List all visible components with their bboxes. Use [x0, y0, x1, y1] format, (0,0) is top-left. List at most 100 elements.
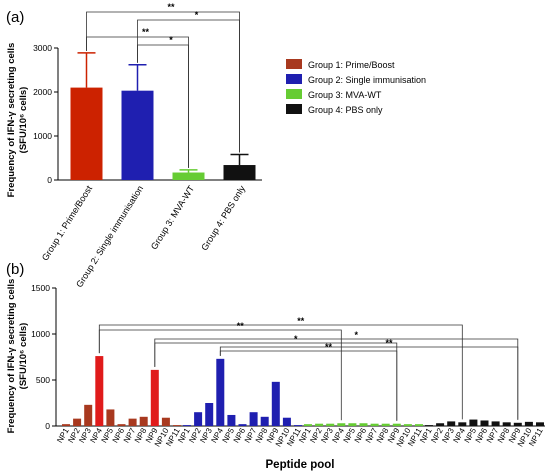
panel-a-legend-swatch [286, 104, 302, 114]
panel-b-bar [370, 423, 379, 426]
panel-b-significance-label: ** [386, 338, 394, 348]
panel-b-bar [381, 423, 390, 426]
panel-b-label: (b) [6, 261, 24, 278]
panel-a-ylabel-line2: (SFU/10⁶ cells) [18, 87, 29, 154]
panel-b-bar [458, 422, 467, 426]
panel-b-significance-label: ** [237, 321, 245, 331]
panel-a-significance-bracket [137, 44, 189, 168]
panel-b-bar [337, 423, 346, 426]
panel-a-category-label: Group 4: PBS only [199, 183, 247, 252]
panel-b-ytick-label: 1000 [31, 329, 50, 339]
panel-b-bar [205, 403, 214, 426]
panel-a-ytick-label: 0 [47, 175, 52, 185]
panel-b-significance-label: ** [325, 342, 333, 352]
panel-b-ylabel: Frequency of IFN-γ secreting cells (SFU/… [6, 279, 29, 434]
panel-b-bar [524, 421, 533, 426]
panel-b-bar [392, 423, 401, 426]
panel-a-legend-swatch [286, 89, 302, 99]
panel-b-bar [469, 419, 478, 426]
panel-a-label: (a) [6, 9, 24, 26]
panel-b-bar [227, 414, 236, 426]
panel-b-bar [73, 418, 82, 426]
panel-a-significance-label: * [169, 35, 173, 45]
panel-b: (b) Frequency of IFN-γ secreting cells (… [6, 261, 545, 471]
panel-a-legend-label: Group 3: MVA-WT [308, 90, 382, 100]
panel-b-xlabel: Peptide pool [266, 459, 335, 471]
panel-b-bar [348, 423, 357, 426]
panel-a-ytick-label: 3000 [33, 43, 52, 53]
panel-a-legend-swatch [286, 59, 302, 69]
panel-b-axes: 0 500 1000 1500 [31, 283, 545, 431]
panel-b-bar [271, 381, 280, 426]
panel-b-significance-label: * [355, 330, 359, 340]
panel-b-bar [260, 416, 269, 426]
panel-a-bar [223, 165, 256, 180]
panel-b-ylabel-line1: Frequency of IFN-γ secreting cells [6, 279, 17, 434]
panel-a-legend: Group 1: Prime/Boost Group 2: Single immu… [286, 59, 426, 115]
panel-b-bar [415, 424, 423, 426]
panel-b-bar [326, 423, 335, 426]
panel-b-bar [447, 421, 456, 426]
panel-b-pool-labels: NP1NP2NP3NP4NP5NP6NP7NP8NP9NP10NP11NP1NP… [55, 426, 545, 448]
panel-b-bar [513, 422, 522, 426]
panel-b-bar [139, 416, 148, 426]
panel-b-bar [128, 418, 137, 426]
panel-a-legend-label: Group 1: Prime/Boost [308, 60, 395, 70]
panel-a-category-label: Group 3: MVA-WT [149, 183, 197, 251]
panel-b-significance-label: * [294, 334, 298, 344]
panel-a-bar [121, 90, 154, 180]
panel-b-bar [194, 412, 203, 426]
panel-b-bar [403, 424, 412, 426]
panel-b-bar [183, 425, 191, 426]
panel-a-bar [70, 87, 103, 180]
panel-a-ylabel-line1: Frequency of IFN-γ secreting cells [6, 43, 17, 198]
panel-b-bar [216, 358, 225, 426]
panel-a-legend-label: Group 2: Single immunisation [308, 75, 426, 85]
panel-a-significance-bracket [137, 19, 240, 153]
panel-b-bar [359, 423, 368, 426]
panel-b-bar [84, 404, 93, 426]
panel-b-bar [161, 417, 170, 426]
panel-b-bar [502, 422, 511, 426]
panel-a-legend-swatch [286, 74, 302, 84]
panel-b-bar [436, 423, 445, 426]
panel-b-bar [106, 409, 115, 426]
panel-b-bar [315, 423, 324, 426]
panel-b-ytick-label: 0 [45, 421, 50, 431]
panel-a-significance: ****** [86, 2, 240, 168]
panel-b-bar [238, 424, 247, 426]
panel-b-bar [62, 424, 70, 426]
panel-a-bars [70, 52, 256, 180]
panel-a-significance-label: ** [142, 27, 150, 37]
panel-b-significance-bracket [98, 329, 342, 421]
panel-b-bar [294, 425, 302, 426]
panel-b-bar [249, 412, 258, 426]
panel-b-bar [480, 420, 489, 426]
panel-b-bar [95, 356, 104, 426]
panel-a-ylabel: Frequency of IFN-γ secreting cells (SFU/… [6, 43, 29, 198]
panel-b-ytick-label: 1500 [31, 283, 50, 293]
panel-b-bars [62, 356, 544, 426]
panel-b-significance-bracket [219, 346, 519, 420]
panel-b-bar [173, 425, 181, 426]
panel-a-legend-label: Group 4: PBS only [308, 105, 383, 115]
panel-b-bar [150, 369, 159, 426]
panel-b-significance-bracket [219, 350, 398, 421]
panel-b-bar [536, 422, 544, 426]
panel-a-ytick-label: 1000 [33, 131, 52, 141]
panel-a: (a) Frequency of IFN-γ secreting cells (… [6, 2, 426, 289]
panel-b-significance-label: ** [297, 316, 305, 326]
panel-b-ytick-label: 500 [36, 375, 50, 385]
panel-b-bar [117, 424, 126, 426]
panel-b-ylabel-line2: (SFU/10⁶ cells) [18, 323, 29, 390]
panel-a-significance-label: * [195, 10, 199, 20]
panel-b-bar [282, 417, 291, 426]
panel-b-bar [491, 421, 500, 426]
panel-a-bar [172, 172, 205, 180]
panel-a-significance-label: ** [167, 2, 175, 12]
panel-a-ytick-label: 2000 [33, 87, 52, 97]
panel-a-significance-bracket [86, 11, 240, 153]
panel-b-significance: ****** **** [98, 316, 519, 421]
